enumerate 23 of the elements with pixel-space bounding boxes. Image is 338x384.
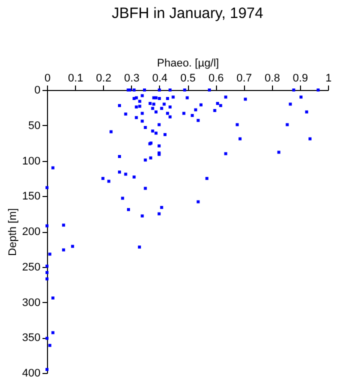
y-axis-title: Depth [m] (7, 208, 20, 256)
x-tick-label: 1 (325, 72, 332, 84)
x-tick-label: 0.7 (236, 72, 252, 84)
y-tick-label: 150 (22, 190, 40, 203)
y-tick-label: 200 (22, 226, 40, 238)
x-tick-label: 0.6 (208, 72, 224, 84)
x-tick-label: 0.8 (264, 72, 280, 84)
y-tick-label: 300 (22, 296, 40, 309)
x-tick-label: 0.3 (124, 72, 140, 84)
y-tick-label: 0 (34, 84, 40, 96)
x-tick-label: 0.2 (96, 72, 112, 84)
x-axis-title: Phaeo. [µg/l] (157, 58, 219, 70)
x-tick-label: 0.4 (152, 72, 168, 84)
chart-title: JBFH in January, 1974 (112, 5, 264, 22)
y-tick-label: 250 (22, 261, 40, 274)
y-tick-label: 100 (22, 155, 40, 168)
x-tick-label: 0 (44, 72, 51, 84)
y-tick-label: 400 (22, 368, 40, 380)
x-tick-label: 0.9 (292, 72, 308, 84)
y-tick-label: 50 (28, 120, 40, 132)
y-tick-label: 350 (22, 332, 40, 344)
x-tick-label: 0.5 (180, 72, 196, 84)
x-tick-label: 0.1 (68, 72, 84, 84)
